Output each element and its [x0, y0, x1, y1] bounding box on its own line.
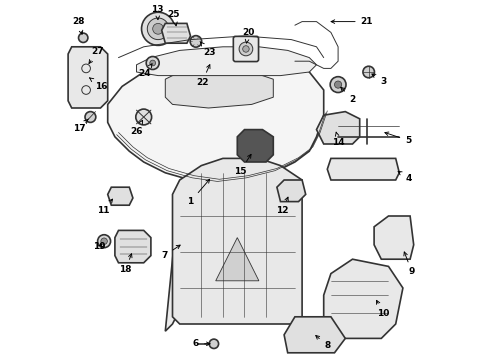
Polygon shape [237, 130, 273, 162]
Circle shape [85, 112, 96, 122]
Circle shape [242, 46, 249, 52]
Text: 8: 8 [315, 336, 330, 350]
Text: 11: 11 [97, 199, 112, 215]
Text: 4: 4 [397, 171, 410, 183]
Text: 21: 21 [330, 17, 372, 26]
Circle shape [146, 57, 159, 69]
Polygon shape [68, 47, 107, 108]
Text: 26: 26 [130, 120, 142, 136]
Polygon shape [107, 187, 133, 205]
Circle shape [190, 36, 201, 47]
Text: 27: 27 [89, 47, 104, 63]
Circle shape [334, 81, 341, 88]
Text: 19: 19 [93, 243, 106, 252]
Polygon shape [165, 180, 230, 331]
Polygon shape [215, 238, 258, 281]
Circle shape [329, 77, 346, 93]
Text: 12: 12 [276, 197, 288, 215]
Text: 9: 9 [403, 252, 414, 276]
Text: 20: 20 [242, 28, 254, 43]
Polygon shape [244, 180, 302, 331]
Text: 14: 14 [332, 132, 345, 147]
Text: 2: 2 [340, 87, 355, 104]
Text: 17: 17 [72, 119, 88, 133]
Text: 25: 25 [167, 10, 180, 26]
Circle shape [101, 238, 107, 244]
Polygon shape [107, 50, 323, 184]
Text: 5: 5 [384, 132, 410, 145]
Circle shape [239, 42, 252, 56]
Polygon shape [165, 68, 273, 108]
Text: 18: 18 [119, 254, 132, 274]
Text: 1: 1 [187, 179, 209, 206]
Polygon shape [373, 216, 413, 259]
Circle shape [147, 18, 168, 40]
Polygon shape [326, 158, 399, 180]
Text: 7: 7 [161, 245, 180, 260]
Text: 3: 3 [371, 74, 386, 86]
Polygon shape [172, 158, 302, 324]
Text: 16: 16 [89, 78, 107, 91]
Polygon shape [323, 259, 402, 338]
Circle shape [136, 109, 151, 125]
Circle shape [149, 60, 155, 66]
Circle shape [141, 12, 174, 45]
Polygon shape [115, 230, 151, 263]
Text: 24: 24 [138, 64, 152, 78]
Polygon shape [316, 112, 359, 144]
Circle shape [79, 33, 88, 42]
Circle shape [98, 235, 110, 248]
Circle shape [362, 66, 374, 78]
Circle shape [209, 339, 218, 348]
FancyBboxPatch shape [233, 36, 258, 62]
Text: 13: 13 [151, 5, 163, 20]
Polygon shape [284, 317, 345, 353]
Polygon shape [162, 23, 190, 43]
Text: 6: 6 [192, 339, 210, 348]
Text: 23: 23 [200, 42, 215, 57]
Polygon shape [276, 180, 305, 202]
Circle shape [152, 23, 163, 34]
Polygon shape [136, 47, 316, 76]
Text: 22: 22 [195, 65, 209, 87]
Text: 15: 15 [233, 154, 250, 176]
Text: 28: 28 [72, 17, 84, 34]
Text: 10: 10 [376, 300, 388, 318]
